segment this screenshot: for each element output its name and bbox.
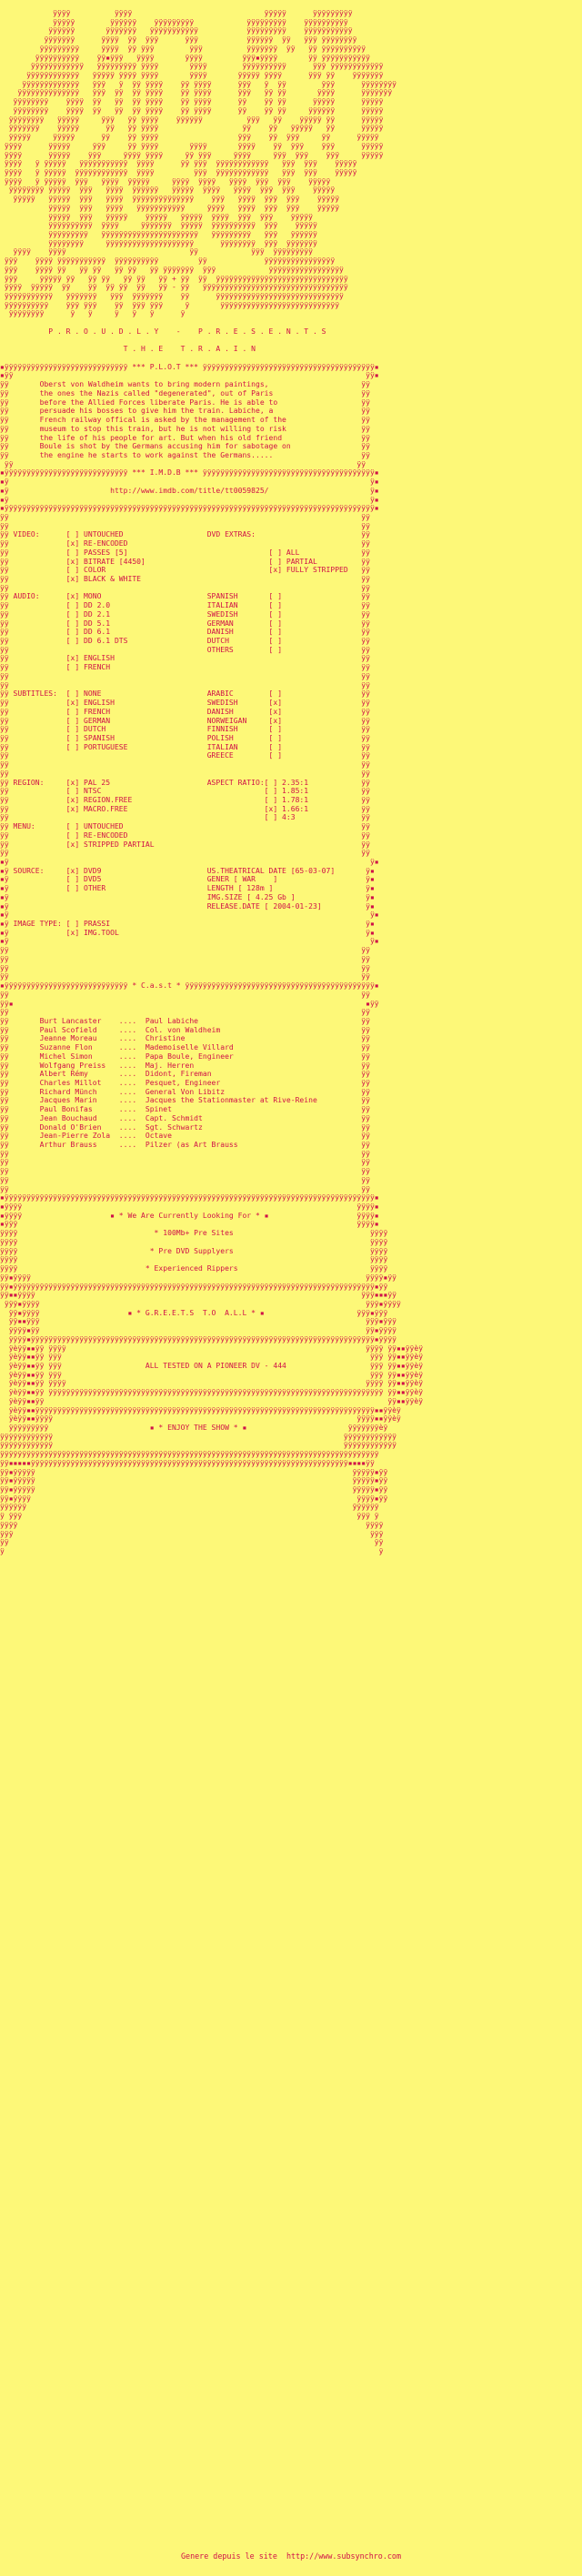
footer-credit: Genere depuis le site http://www.subsync… xyxy=(180,2551,402,2561)
nfo-ascii-document: ÿÿÿÿ ÿÿÿÿ ÿÿÿÿÿ ÿÿÿÿÿÿÿÿÿ ÿÿÿÿÿ ÿÿÿÿÿÿ ÿ… xyxy=(0,9,424,1556)
